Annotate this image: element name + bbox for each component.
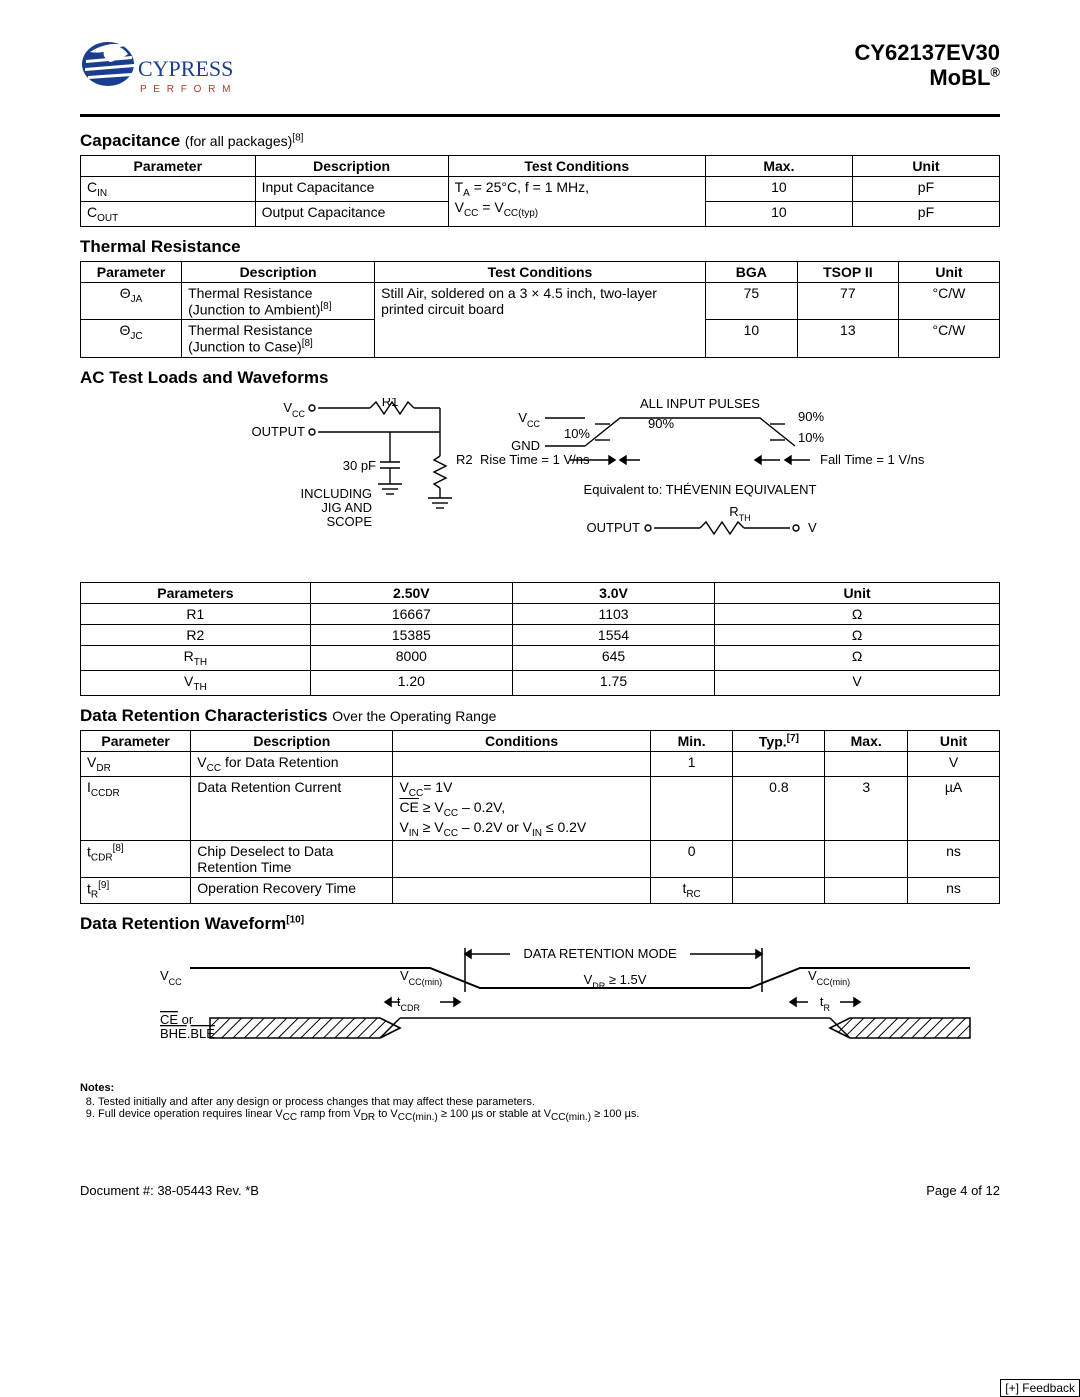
thermal-title: Thermal Resistance [80, 237, 1000, 257]
ac-loads-diagram: VCC R1 OUTPUT 30 pF [80, 398, 1000, 568]
data-retention-table: Parameter Description Conditions Min. Ty… [80, 730, 1000, 904]
svg-text:INCLUDING: INCLUDING [300, 486, 372, 501]
svg-text:Fall Time = 1 V/ns: Fall Time = 1 V/ns [820, 452, 925, 467]
table-row: ΘJA Thermal Resistance (Junction to Ambi… [81, 282, 1000, 320]
svg-text:R2: R2 [456, 452, 473, 467]
product-number: CY62137EV30 [854, 40, 1000, 65]
drw-title: Data Retention Waveform[10] [80, 914, 1000, 934]
table-row: VDR VCC for Data Retention 1 V [81, 752, 1000, 777]
capacitance-title: Capacitance (for all packages)[8] [80, 131, 1000, 151]
product-subtitle: MoBL [929, 65, 990, 90]
svg-text:DATA RETENTION MODE: DATA RETENTION MODE [523, 946, 677, 961]
data-retention-waveform-diagram: DATA RETENTION MODE VCC VCC(min) VCC(min… [80, 944, 1000, 1054]
feedback-button[interactable]: [+] Feedback [1000, 1379, 1080, 1397]
svg-text:CE or: CE or [160, 1012, 194, 1027]
svg-text:V: V [808, 520, 817, 535]
table-row: tCDR[8] Chip Deselect to Data Retention … [81, 841, 1000, 878]
capacitance-table: Parameter Description Test Conditions Ma… [80, 155, 1000, 227]
notes-section: Notes: Tested initially and after any de… [80, 1082, 1000, 1123]
note-item: Full device operation requires linear VC… [98, 1108, 1000, 1123]
page-footer: Document #: 38-05443 Rev. *B Page 4 of 1… [80, 1183, 1000, 1198]
data-retention-title: Data Retention Characteristics Over the … [80, 706, 1000, 726]
svg-text:VCC: VCC [160, 968, 182, 987]
svg-text:ALL INPUT PULSES: ALL INPUT PULSES [640, 398, 760, 411]
svg-text:90%: 90% [648, 416, 674, 431]
svg-text:JIG AND: JIG AND [321, 500, 372, 515]
logo-tagline: P E R F O R M [140, 84, 233, 95]
svg-text:RTH: RTH [729, 504, 750, 523]
ac-loads-title: AC Test Loads and Waveforms [80, 368, 1000, 388]
table-row: VTH1.201.75V [81, 670, 1000, 695]
svg-text:VCC(min): VCC(min) [808, 968, 850, 987]
doc-number: Document #: 38-05443 Rev. *B [80, 1183, 259, 1198]
svg-text:SCOPE: SCOPE [326, 514, 372, 529]
svg-text:90%: 90% [798, 409, 824, 424]
svg-text:VCC: VCC [518, 410, 540, 429]
svg-text:10%: 10% [564, 426, 590, 441]
table-row: RTH8000645Ω [81, 645, 1000, 670]
header-rule [80, 114, 1000, 117]
page-title: CY62137EV30 MoBL® [854, 40, 1000, 91]
company-logo: CYPRESS P E R F O R M [80, 40, 260, 106]
table-row: ICCDR Data Retention Current VCC= 1VCE ≥… [81, 776, 1000, 840]
logo-brand-text: CYPRESS [138, 56, 233, 81]
table-row: tR[9] Operation Recovery Time tRC ns [81, 878, 1000, 903]
thermal-table: Parameter Description Test Conditions BG… [80, 261, 1000, 358]
svg-text:GND: GND [511, 438, 540, 453]
svg-text:VCC: VCC [283, 400, 305, 419]
svg-text:BHE.BLE: BHE.BLE [160, 1026, 215, 1041]
svg-text:Rise Time = 1 V/ns: Rise Time = 1 V/ns [480, 452, 590, 467]
svg-text:10%: 10% [798, 430, 824, 445]
note-item: Tested initially and after any design or… [98, 1096, 1000, 1108]
ac-params-table: Parameters 2.50V 3.0V Unit R1166671103Ω … [80, 582, 1000, 696]
svg-text:tR: tR [820, 994, 831, 1013]
page-number: Page 4 of 12 [926, 1183, 1000, 1198]
table-row: CIN Input Capacitance TA = 25°C, f = 1 M… [81, 177, 1000, 202]
table-row: R2153851554Ω [81, 624, 1000, 645]
table-row: R1166671103Ω [81, 603, 1000, 624]
page-header: CYPRESS P E R F O R M CY62137EV30 MoBL® [80, 40, 1000, 106]
svg-text:Equivalent to: THÉVENIN EQUIVA: Equivalent to: THÉVENIN EQUIVALENT [584, 482, 817, 497]
svg-text:OUTPUT: OUTPUT [587, 520, 641, 535]
svg-text:OUTPUT: OUTPUT [252, 424, 306, 439]
svg-text:tCDR: tCDR [397, 994, 421, 1013]
svg-text:30 pF: 30 pF [343, 458, 376, 473]
